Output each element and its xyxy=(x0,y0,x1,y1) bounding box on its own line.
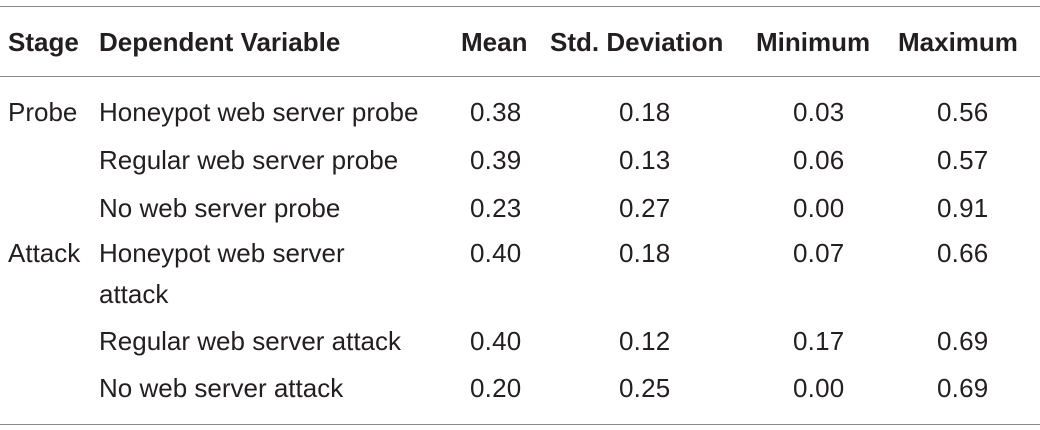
std-deviation-cell: 0.12 xyxy=(619,326,671,356)
header-maximum: Maximum xyxy=(898,27,1018,57)
header-stage: Stage xyxy=(8,27,79,57)
dependent-variable-cell-continued: attack xyxy=(99,279,169,309)
mean-cell: 0.20 xyxy=(470,373,522,403)
mean-cell: 0.40 xyxy=(470,238,522,268)
minimum-cell: 0.06 xyxy=(793,145,845,175)
std-deviation-cell: 0.18 xyxy=(619,238,671,268)
mean-cell: 0.38 xyxy=(470,97,522,127)
table-header-rule xyxy=(0,76,1040,77)
mean-cell: 0.39 xyxy=(470,145,522,175)
stage-cell: Attack xyxy=(8,238,81,268)
maximum-cell: 0.69 xyxy=(937,326,989,356)
std-deviation-cell: 0.13 xyxy=(619,145,671,175)
header-mean: Mean xyxy=(461,27,528,57)
mean-cell: 0.23 xyxy=(470,193,522,223)
dependent-variable-cell: No web server attack xyxy=(99,373,344,403)
maximum-cell: 0.56 xyxy=(937,97,989,127)
maximum-cell: 0.66 xyxy=(937,238,989,268)
std-deviation-cell: 0.27 xyxy=(619,193,671,223)
table-bottom-rule xyxy=(0,424,1040,425)
maximum-cell: 0.69 xyxy=(937,373,989,403)
header-dependent-variable: Dependent Variable xyxy=(99,27,341,57)
dependent-variable-cell: Regular web server attack xyxy=(99,326,402,356)
dependent-variable-cell: Regular web server probe xyxy=(99,145,399,175)
minimum-cell: 0.00 xyxy=(793,193,845,223)
dependent-variable-cell: Honeypot web server xyxy=(99,238,345,268)
minimum-cell: 0.00 xyxy=(793,373,845,403)
minimum-cell: 0.17 xyxy=(793,326,845,356)
header-minimum: Minimum xyxy=(756,27,871,57)
mean-cell: 0.40 xyxy=(470,326,522,356)
dependent-variable-cell: No web server probe xyxy=(99,193,341,223)
minimum-cell: 0.07 xyxy=(793,238,845,268)
std-deviation-cell: 0.18 xyxy=(619,97,671,127)
stage-cell: Probe xyxy=(8,97,78,127)
minimum-cell: 0.03 xyxy=(793,97,845,127)
maximum-cell: 0.91 xyxy=(937,193,989,223)
std-deviation-cell: 0.25 xyxy=(619,373,671,403)
maximum-cell: 0.57 xyxy=(937,145,989,175)
header-std-deviation: Std. Deviation xyxy=(550,27,724,57)
table-top-rule xyxy=(0,6,1040,7)
dependent-variable-cell: Honeypot web server probe xyxy=(99,97,419,127)
